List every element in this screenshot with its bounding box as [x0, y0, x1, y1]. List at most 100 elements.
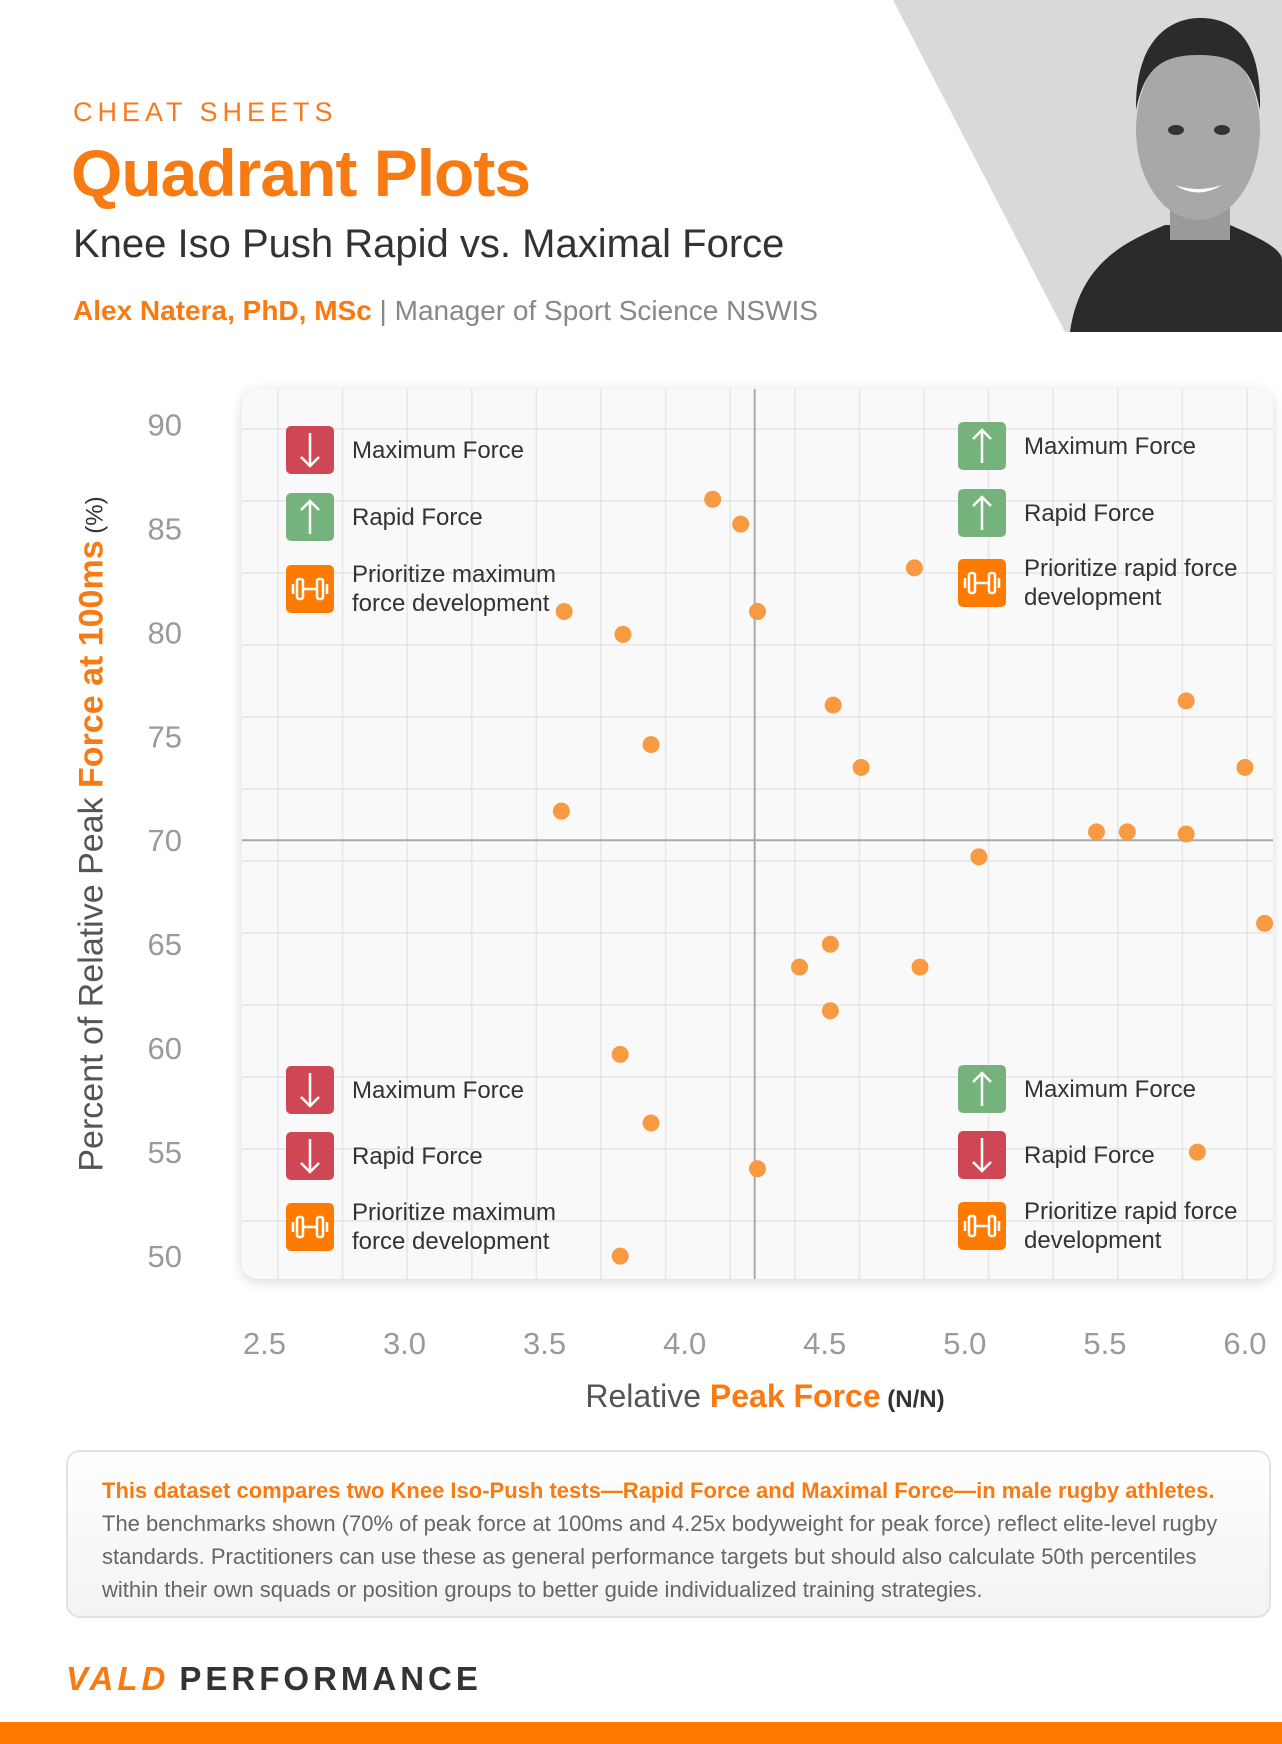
- x-axis-title: Relative Peak Force (N/N): [0, 1378, 1282, 1415]
- y-tick-label: 85: [148, 511, 182, 546]
- x-tick-label: 3.5: [523, 1326, 566, 1361]
- data-points: [552, 490, 1274, 1265]
- data-point: [749, 603, 766, 620]
- dumbbell-icon: [286, 565, 334, 613]
- arrow-down-icon: [286, 1066, 334, 1114]
- y-axis-title-part: Percent of Relative Peak: [72, 787, 111, 1172]
- x-tick-label: 5.5: [1083, 1326, 1126, 1361]
- arrow-up-icon: [286, 493, 334, 541]
- dumbbell-icon: [286, 1203, 334, 1251]
- x-tick-label: 3.0: [383, 1326, 426, 1361]
- legend-label: Rapid Force: [352, 1142, 483, 1170]
- x-axis-unit: (N/N): [880, 1386, 945, 1413]
- author-name: Alex Natera, PhD, MSc: [73, 295, 372, 326]
- plot-area: [242, 389, 1273, 1279]
- data-point: [1087, 823, 1105, 841]
- data-point: [1118, 823, 1136, 841]
- x-tick-label: 4.5: [803, 1326, 846, 1361]
- data-point: [552, 802, 570, 820]
- data-point: [911, 958, 929, 976]
- legend-label: Rapid Force: [1024, 1141, 1155, 1169]
- y-tick-label: 55: [148, 1135, 182, 1170]
- data-point: [824, 696, 842, 714]
- y-axis-title: Percent of Relative Peak Force at 100ms …: [73, 496, 112, 1171]
- quadrant-scatter-chart: 2.5 3.0 3.5 4.0 4.5 5.0 5.5 6.0 50 55 60 65 70 75 80 8…: [148, 389, 1274, 1361]
- arrow-down-icon: [286, 426, 334, 474]
- dataset-note: This dataset compares two Knee Iso-Push …: [66, 1450, 1271, 1618]
- data-point: [1177, 825, 1195, 843]
- brand-logo-mark: VALD: [66, 1660, 170, 1697]
- page-subtitle: Knee Iso Push Rapid vs. Maximal Force: [73, 222, 785, 266]
- author-line: Alex Natera, PhD, MSc | Manager of Sport…: [73, 295, 818, 327]
- y-axis-title-highlight: Force at 100ms: [72, 540, 111, 788]
- author-separator: |: [371, 295, 395, 326]
- data-point: [614, 625, 632, 643]
- legend-item-bottom-left: Maximum Force: [286, 1066, 524, 1114]
- reference-lines: [242, 389, 1273, 1279]
- data-point: [749, 1160, 766, 1178]
- y-tick-labels: 50 55 60 65 70 75 80 85 90: [148, 407, 182, 1274]
- x-axis-title-part: Relative: [585, 1378, 710, 1414]
- data-point: [1188, 1143, 1206, 1161]
- legend-item-top-right: Maximum Force: [958, 422, 1196, 470]
- data-point: [555, 603, 573, 620]
- legend-item-bottom-right: Maximum Force: [958, 1065, 1196, 1113]
- legend-item-bottom-left: Prioritize maximum force development: [286, 1198, 567, 1256]
- data-point: [611, 1045, 629, 1063]
- dumbbell-icon: [958, 559, 1006, 607]
- y-tick-label: 90: [148, 407, 182, 442]
- x-axis-title-highlight: Peak Force: [709, 1378, 881, 1414]
- kicker: CHEAT SHEETS: [73, 97, 338, 127]
- legend-item-bottom-right: Prioritize rapid force development: [958, 1197, 1239, 1255]
- legend-item-top-left: Rapid Force: [286, 493, 483, 541]
- arrow-up-icon: [958, 1065, 1006, 1113]
- grid-lines: [242, 389, 1273, 1279]
- data-point: [1256, 914, 1274, 932]
- legend-item-top-left: Prioritize maximum force development: [286, 560, 567, 618]
- data-point: [1177, 692, 1195, 710]
- note-lead: This dataset compares two Knee Iso-Push …: [102, 1478, 1215, 1503]
- arrow-up-icon: [958, 489, 1006, 537]
- dumbbell-icon: [958, 1202, 1006, 1250]
- y-axis-unit: (%): [81, 496, 109, 541]
- x-tick-label: 4.0: [663, 1326, 706, 1361]
- legend-item-bottom-left: Rapid Force: [286, 1132, 483, 1180]
- brand-logo: VALD PERFORMANCE: [66, 1660, 482, 1698]
- page-title: Quadrant Plots: [71, 136, 531, 210]
- note-body: The benchmarks shown (70% of peak force …: [102, 1511, 1218, 1602]
- data-point: [791, 958, 809, 976]
- data-point: [642, 736, 660, 754]
- y-tick-label: 70: [148, 823, 182, 858]
- legend-item-top-right: Rapid Force: [958, 489, 1155, 537]
- data-point: [821, 935, 839, 953]
- legend-label: Prioritize rapid force development: [1024, 1198, 1238, 1254]
- legend-label: Maximum Force: [1024, 1075, 1197, 1103]
- data-point: [970, 848, 988, 866]
- x-tick-label: 5.0: [943, 1326, 986, 1361]
- data-point: [732, 515, 750, 533]
- data-point: [642, 1114, 660, 1132]
- y-tick-label: 75: [148, 719, 182, 754]
- bottom-accent-bar: [0, 1722, 1282, 1744]
- data-point: [1236, 758, 1254, 776]
- y-tick-label: 50: [148, 1239, 182, 1274]
- data-point: [821, 1002, 839, 1020]
- legend-label: Prioritize maximum force development: [352, 561, 557, 617]
- data-point: [905, 559, 923, 577]
- legend-label: Maximum Force: [1024, 432, 1197, 460]
- legend-item-bottom-right: Rapid Force: [958, 1131, 1155, 1179]
- arrow-up-icon: [958, 422, 1006, 470]
- y-tick-label: 80: [148, 615, 182, 650]
- legend-item-top-left: Maximum Force: [286, 426, 524, 474]
- legend-item-top-right: Prioritize rapid force development: [958, 554, 1239, 612]
- data-point: [852, 758, 870, 776]
- data-point: [704, 490, 722, 508]
- y-tick-label: 65: [148, 927, 182, 962]
- legend-label: Rapid Force: [352, 503, 483, 531]
- author-photo: [893, 0, 1282, 332]
- x-tick-label: 2.5: [243, 1326, 286, 1361]
- legend-label: Prioritize maximum force development: [352, 1199, 557, 1255]
- arrow-down-icon: [958, 1131, 1006, 1179]
- legend-label: Prioritize rapid force development: [1024, 555, 1238, 611]
